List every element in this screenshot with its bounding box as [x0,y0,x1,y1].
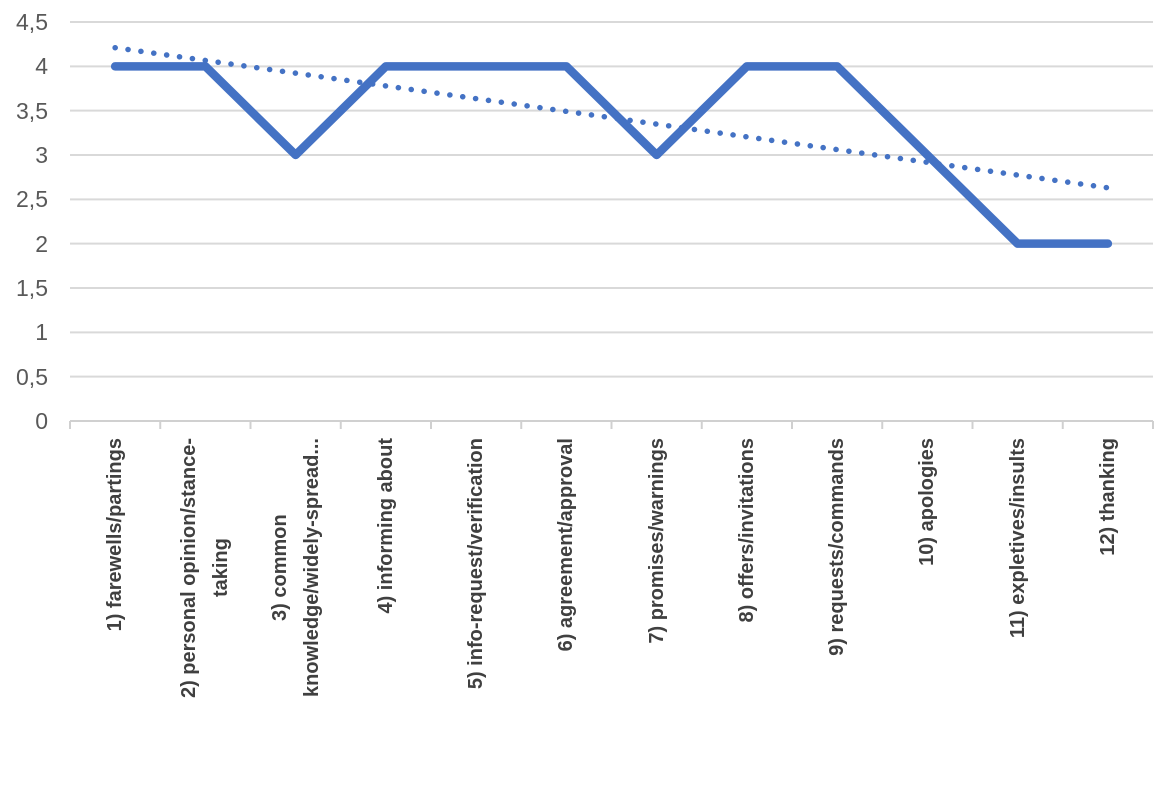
y-axis-tick-label: 3,5 [16,97,48,124]
x-axis-category-label: 6) agreement/approval [555,438,578,652]
x-axis-category-label: 3) common knowledge/widely-spread... [268,438,323,697]
trendline [112,44,1111,191]
x-axis-category-label: 10) apologies [916,438,939,566]
x-axis-category-label: 4) informing about [374,438,397,614]
y-axis-tick-label: 0,5 [16,363,48,390]
x-axis-category-label: 11) expletives/insults [1006,438,1029,639]
y-axis-tick-label: 1 [35,319,48,346]
y-axis-tick-label: 2,5 [16,186,48,213]
y-axis-tick-label: 2 [35,230,48,257]
y-axis-tick-label: 1,5 [16,275,48,301]
x-axis-category-label: 9) requests/commands [826,438,849,656]
y-axis-tick-label: 0 [35,408,48,434]
y-axis-tick-label: 4,5 [16,9,48,35]
x-axis-category-label: 7) promises/warnings [645,438,668,644]
x-axis-category-label: 2) personal opinion/stance- taking [178,438,233,699]
y-axis-tick-label: 3 [35,142,48,168]
x-axis-category-label: 12) thanking [1096,438,1119,556]
x-axis-category-label: 1) farewells/partings [104,438,127,632]
x-axis-category-label: 8) offers/invitations [735,438,758,623]
y-axis-tick-label: 4 [35,53,48,80]
data-series-line [110,62,1113,248]
x-axis-category-label: 5) info-request/verification [465,438,488,690]
